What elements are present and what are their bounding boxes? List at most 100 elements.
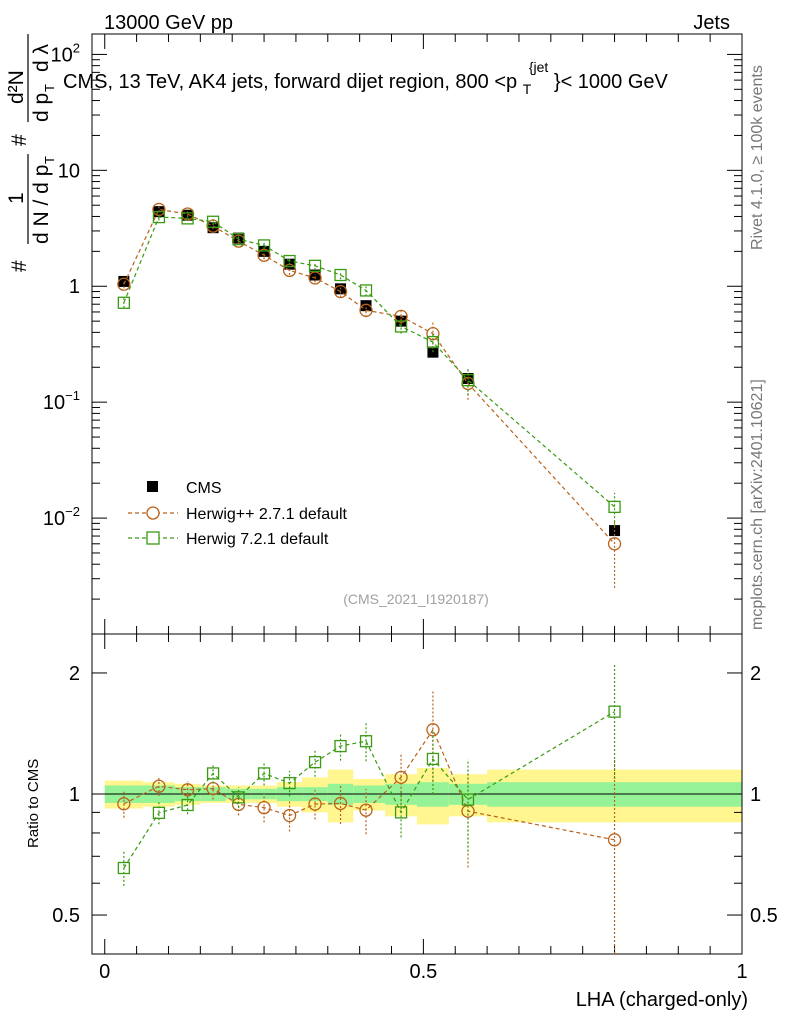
ratio-point: [359, 735, 373, 748]
legend-entry-herwigpp: Herwig++ 2.7.1 default: [128, 506, 348, 523]
y-tick-label: 10−1: [43, 388, 80, 414]
ratio-point: [257, 767, 271, 780]
main-data-marks: [117, 202, 622, 588]
data-point: [152, 210, 166, 224]
legend-entry-herwig7: Herwig 7.2.1 default: [128, 531, 329, 548]
legend-marker-herwig7: [146, 531, 160, 545]
ratio-point: [152, 806, 166, 819]
ylabel-t-sub-2: T: [42, 84, 57, 92]
data-point: [118, 275, 130, 287]
ratio-point: [359, 803, 373, 817]
data-point: [308, 259, 322, 272]
x-tick-label: 0: [99, 961, 110, 983]
ratio-data-marks: [117, 663, 622, 954]
ratio-y-tick-label: 1: [69, 784, 80, 806]
data-point: [334, 268, 347, 282]
legend-marker-herwigpp: [146, 506, 160, 520]
ratio-uncertainty-bands: [104, 768, 742, 825]
ratio-point: [426, 752, 440, 766]
main-y-axis-ticks: [92, 34, 743, 635]
ratio-point: [426, 723, 440, 737]
ratio-tick-labels: 2 2 1 1 0.5 0.5 0 0.5 1: [52, 663, 778, 983]
ylabel-hash-1: #: [8, 260, 31, 272]
ratio-y-axis-label: Ratio to CMS: [25, 759, 42, 848]
header-energy-beam: 13000 GeV pp: [104, 12, 233, 34]
ratio-point: [394, 806, 408, 819]
data-point: [394, 320, 408, 333]
chart-title-sub: T: [523, 81, 532, 97]
chart-title: CMS, 13 TeV, AK4 jets, forward dijet reg…: [63, 55, 669, 99]
main-y-tick-labels: 102 10 1 10−1 10−2: [43, 40, 80, 530]
data-point: [426, 335, 440, 349]
ratio-point: [308, 756, 322, 769]
series-herwig-7-2-1-default: [117, 210, 621, 527]
series-line: [123, 216, 615, 508]
ylabel-one: 1: [5, 192, 28, 204]
analysis-watermark: (CMS_2021_I1920187): [343, 591, 489, 607]
ylabel-dn-dpt: d N / d p: [30, 165, 53, 244]
data-point: [360, 300, 372, 312]
ratio-point: [206, 767, 220, 780]
y-tick-label: 10−2: [43, 504, 80, 530]
ratio-plot-panel: 2 2 1 1 0.5 0.5 0 0.5 1 Ratio to CMS LHA (charge…: [25, 633, 778, 1011]
data-point: [117, 277, 131, 291]
ratio-line: [123, 728, 615, 841]
ratio-point: [608, 705, 621, 718]
mcplots-label: mcplots.cern.ch [arXiv:2401.10621]: [749, 379, 766, 630]
ratio-point: [283, 776, 296, 790]
legend-label-herwigpp: Herwig++ 2.7.1 default: [186, 506, 348, 523]
ylabel-dlambda: d λ: [30, 43, 53, 72]
data-point: [333, 284, 348, 299]
y-tick-label: 102: [51, 40, 80, 66]
data-point: [257, 239, 271, 252]
legend-marker-cms: [147, 481, 158, 492]
ratio-point: [180, 783, 195, 797]
x-axis-label: LHA (charged-only): [576, 989, 748, 1011]
x-tick-label: 1: [736, 961, 747, 983]
y-tick-label: 1: [69, 276, 80, 298]
ratio-point: [257, 800, 271, 815]
ratio-point: [394, 770, 408, 785]
ratio-series-herwig-7-2-1-default: [117, 663, 621, 886]
legend-label-cms: CMS: [186, 480, 222, 497]
chart-title-sup: {jet: [529, 59, 549, 75]
data-point: [359, 284, 373, 297]
ratio-y-tick-label-right: 2: [750, 663, 761, 685]
data-point: [359, 303, 373, 317]
ylabel-hash-2: #: [8, 134, 31, 146]
ratio-axis-ticks: [92, 634, 743, 954]
data-point: [394, 309, 408, 323]
data-point: [309, 269, 321, 281]
ratio-point: [181, 798, 194, 812]
ratio-point: [308, 797, 322, 811]
chart-title-post: }< 1000 GeV: [554, 71, 669, 93]
ratio-point: [333, 796, 348, 811]
legend: CMS Herwig++ 2.7.1 default Herwig 7.2.1 …: [128, 480, 348, 548]
header-process: Jets: [693, 12, 730, 34]
legend-entry-cms: CMS: [147, 480, 222, 497]
data-point: [283, 254, 296, 268]
data-point: [181, 212, 194, 225]
ratio-point: [152, 779, 166, 793]
rivet-version-label: Rivet 4.1.0, ≥ 100k events: [749, 65, 766, 250]
ylabel-d2n: d²N: [5, 70, 28, 104]
main-y-axis-label: # 1 d N / d p T # d²N d p T d λ: [5, 34, 57, 272]
ratio-y-tick-label-right: 0.5: [750, 905, 778, 927]
data-point: [257, 248, 271, 262]
ratio-y-tick-label: 0.5: [52, 905, 80, 927]
data-point: [117, 296, 131, 309]
main-plot-panel: 102 10 1 10−1 10−2 CMS, 13 TeV, AK4 jets, fo…: [5, 33, 743, 635]
ylabel-t-sub-1: T: [42, 156, 57, 164]
ratio-point: [282, 808, 297, 823]
ratio-point: [232, 791, 245, 804]
data-point: [461, 373, 475, 387]
data-point: [608, 500, 621, 513]
data-point: [232, 232, 245, 246]
ratio-y-tick-label: 2: [69, 663, 80, 685]
data-point: [206, 215, 220, 228]
data-point: [607, 537, 622, 551]
ylabel-dpt-dl: d p: [30, 93, 53, 122]
legend-label-herwig7: Herwig 7.2.1 default: [186, 531, 329, 548]
y-tick-label: 10: [58, 160, 80, 182]
